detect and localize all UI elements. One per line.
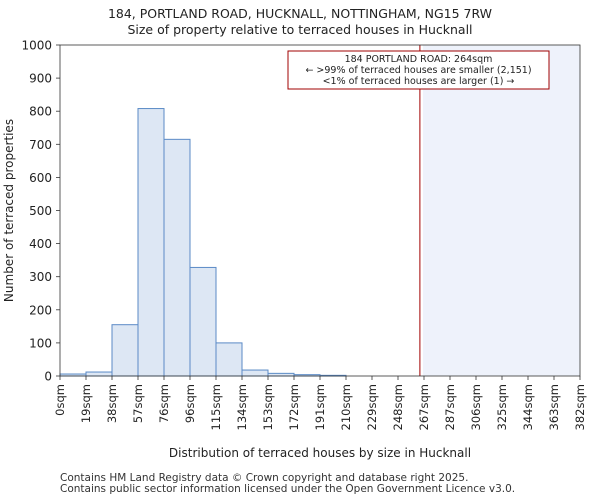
- x-tick-label: 382sqm: [573, 384, 587, 430]
- title-line-1: 184, PORTLAND ROAD, HUCKNALL, NOTTINGHAM…: [107, 6, 493, 21]
- y-tick-label: 600: [29, 171, 52, 185]
- y-tick-label: 300: [29, 270, 52, 284]
- x-tick-label: 19sqm: [79, 384, 93, 423]
- y-axis-label: Number of terraced properties: [2, 119, 16, 302]
- x-tick-label: 191sqm: [313, 384, 327, 430]
- annotation-line-1: 184 PORTLAND ROAD: 264sqm: [345, 54, 493, 65]
- x-tick-label: 57sqm: [131, 384, 145, 423]
- footer-line-1: Contains HM Land Registry data © Crown c…: [60, 472, 469, 484]
- y-tick-label: 1000: [21, 39, 52, 53]
- x-tick-label: 76sqm: [157, 384, 171, 423]
- histogram-bar: [137, 108, 165, 377]
- x-tick-label: 344sqm: [521, 384, 535, 430]
- annotation-border: [287, 50, 550, 90]
- footer-attribution: Contains HM Land Registry data © Crown c…: [60, 473, 515, 495]
- x-tick-label: 210sqm: [339, 384, 353, 430]
- x-axis-label: Distribution of terraced houses by size …: [169, 446, 471, 460]
- histogram-bar: [163, 138, 191, 377]
- larger-properties-region: [422, 45, 580, 376]
- histogram-bar: [189, 266, 217, 377]
- x-tick-label: 134sqm: [235, 384, 249, 430]
- y-tick-label: 0: [44, 370, 52, 384]
- y-tick-label: 500: [29, 204, 52, 218]
- x-tick-label: 153sqm: [261, 384, 275, 430]
- x-tick-label: 0sqm: [53, 384, 67, 416]
- x-tick-label: 115sqm: [209, 384, 223, 430]
- footer-line-2: Contains public sector information licen…: [60, 483, 516, 495]
- x-tick-label: 287sqm: [443, 384, 457, 430]
- annotation-box: 184 PORTLAND ROAD: 264sqm ← >99% of terr…: [287, 50, 550, 90]
- y-tick-label: 700: [29, 138, 52, 152]
- y-tick-label: 200: [29, 303, 52, 317]
- x-tick-label: 96sqm: [183, 384, 197, 423]
- y-tick-label: 400: [29, 237, 52, 251]
- x-tick-label: 267sqm: [417, 384, 431, 430]
- y-tick-label: 900: [29, 72, 52, 86]
- histogram-bar: [241, 369, 269, 377]
- x-tick-label: 248sqm: [391, 384, 405, 430]
- histogram-bar: [85, 371, 113, 377]
- histogram-bar: [215, 342, 243, 377]
- annotation-line-2: ← >99% of terraced houses are smaller (2…: [305, 65, 531, 76]
- y-tick-label: 100: [29, 336, 52, 350]
- chart-title: 184, PORTLAND ROAD, HUCKNALL, NOTTINGHAM…: [0, 6, 600, 38]
- x-tick-label: 38sqm: [105, 384, 119, 423]
- histogram-bar: [111, 324, 139, 377]
- x-tick-label: 229sqm: [365, 384, 379, 430]
- y-tick-label: 800: [29, 105, 52, 119]
- x-tick-label: 325sqm: [495, 384, 509, 430]
- histogram-chart: 184 PORTLAND ROAD: 264sqm ← >99% of terr…: [2, 39, 587, 461]
- x-tick-label: 172sqm: [287, 384, 301, 430]
- x-tick-label: 363sqm: [547, 384, 561, 430]
- title-line-2: Size of property relative to terraced ho…: [127, 22, 473, 37]
- annotation-line-3: <1% of terraced houses are larger (1) →: [323, 76, 515, 87]
- x-tick-label: 306sqm: [469, 384, 483, 430]
